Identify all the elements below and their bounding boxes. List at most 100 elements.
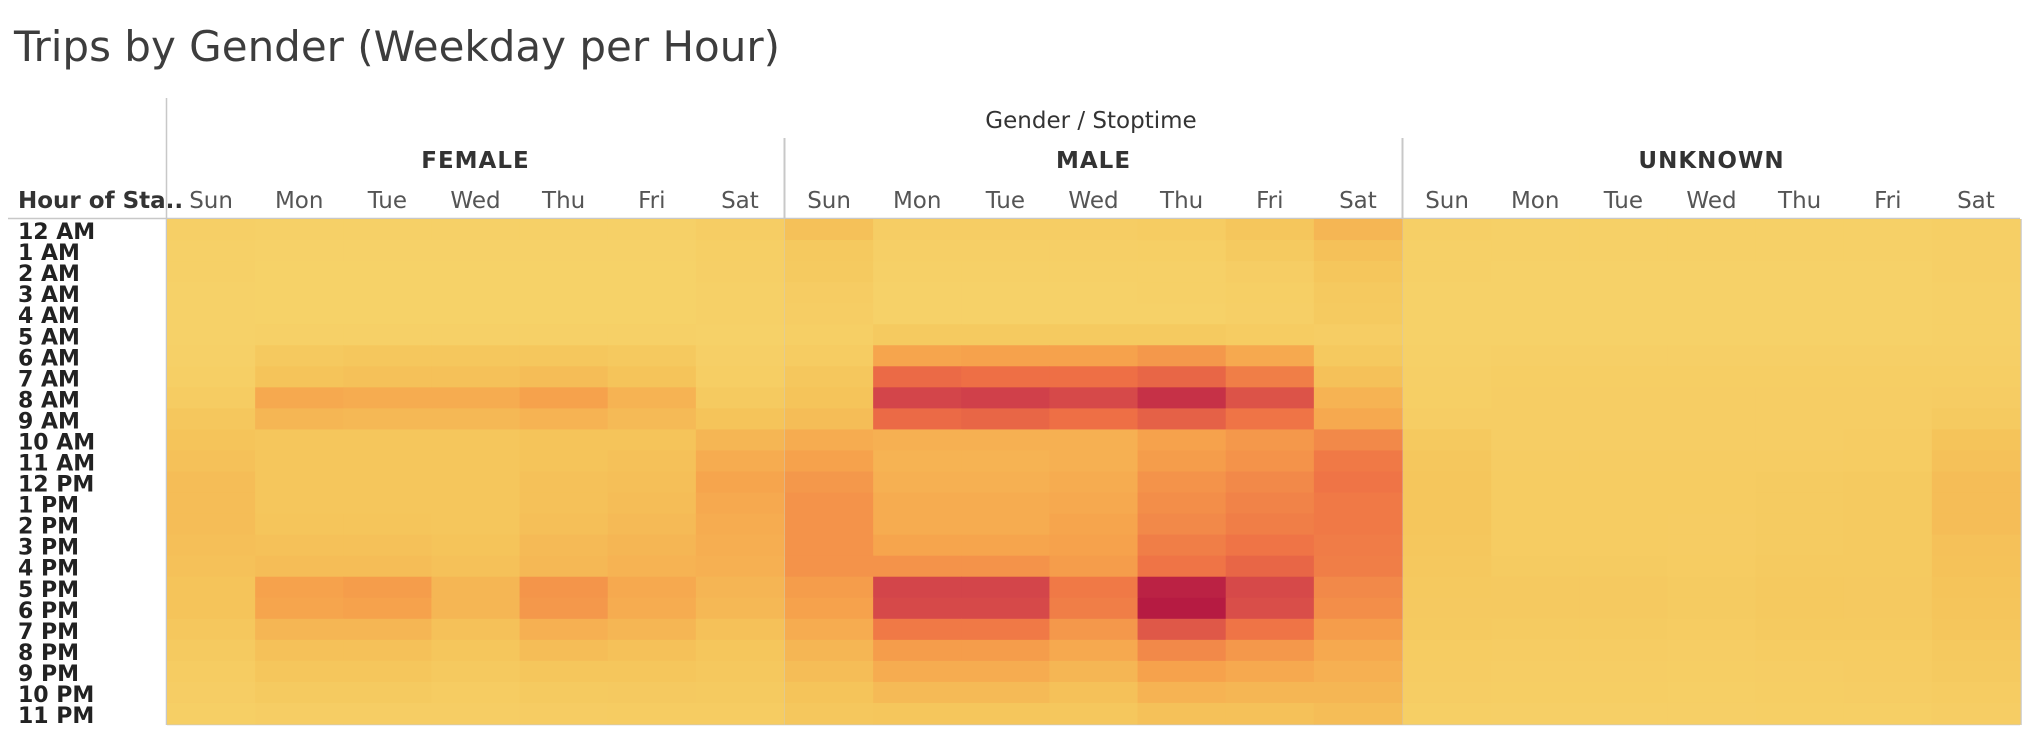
heatmap-cell [1843,387,1933,409]
heatmap-cell [167,702,256,725]
heatmap-cell [1403,534,1492,557]
heatmap-cell [431,282,521,304]
heatmap-cell [343,597,433,620]
heatmap-cell [255,450,344,473]
heatmap-cell [255,618,344,641]
heatmap-cell [1313,240,1403,262]
heatmap-cell [519,639,609,662]
heatmap-cell [785,618,874,641]
heatmap-cell [695,408,785,431]
heatmap-cell [519,429,609,452]
heatmap-cell [1403,366,1492,388]
heatmap-cell [961,555,1051,578]
heatmap-cell [1225,639,1315,662]
heatmap-cells [167,219,2021,725]
heatmap-cell [1843,681,1933,704]
heatmap-cell [1931,576,2021,599]
heatmap-cell [607,450,697,473]
column-header: Gender / Stoptime [985,108,1196,134]
hour-label: 9 AM [18,409,80,434]
heatmap-cell [431,513,521,536]
heatmap-cell [1491,429,1580,452]
heatmap-cell [1313,555,1403,578]
heatmap-cell [1931,450,2021,473]
heatmap-cell [1931,219,2021,241]
heatmap-cell [695,702,785,725]
heatmap-cell [1931,618,2021,641]
day-label: Thu [541,188,585,214]
heatmap-cell [1049,639,1139,662]
heatmap-cell [961,282,1051,304]
heatmap-cell [167,282,256,304]
heatmap-cell [873,366,962,388]
heatmap-cell [343,345,433,367]
heatmap-cell [1403,450,1492,473]
heatmap-cell [1579,471,1669,494]
heatmap-cell [873,471,962,494]
heatmap-cell [1049,681,1139,704]
heatmap-cell [1137,534,1227,557]
heatmap-cell [255,282,344,304]
heatmap-cell [1667,303,1757,325]
heatmap-cell [1755,387,1845,409]
heatmap-cell [1049,492,1139,515]
heatmap-cell [1313,366,1403,388]
heatmap-cell [1843,618,1933,641]
heatmap-cell [519,282,609,304]
heatmap-cell [343,240,433,262]
heatmap-cell [1579,492,1669,515]
heatmap-cell [1491,345,1580,367]
heatmap-cell [1667,429,1757,452]
heatmap-cell [1491,576,1580,599]
heatmap-cell [1313,639,1403,662]
heatmap-cell [431,345,521,367]
heatmap-cell [1049,408,1139,431]
heatmap-cell [343,555,433,578]
heatmap-cell [1579,555,1669,578]
heatmap-cell [431,492,521,515]
day-label: Wed [450,188,500,214]
heatmap-cell [1491,597,1580,620]
hour-label: 3 AM [18,283,80,308]
heatmap-cell [167,345,256,367]
heatmap-cell [1491,639,1580,662]
heatmap-cell [1313,450,1403,473]
heatmap-cell [1667,555,1757,578]
heatmap-cell [167,639,256,662]
heatmap-cell [1137,261,1227,283]
heatmap-cell [785,513,874,536]
heatmap-cell [1755,513,1845,536]
hour-label: 12 PM [18,473,94,498]
heatmap-cell [961,492,1051,515]
heatmap-cell [343,576,433,599]
heatmap-cell [1225,492,1315,515]
heatmap-cell [1403,429,1492,452]
heatmap-cell [255,492,344,515]
heatmap-cell [1491,240,1580,262]
heatmap-cell [1667,345,1757,367]
heatmap-cell [343,471,433,494]
heatmap-cell [343,324,433,346]
heatmap-cell [255,471,344,494]
heatmap-cell [1931,471,2021,494]
heatmap-cell [1579,261,1669,283]
heatmap-cell [1313,618,1403,641]
heatmap-cell [1049,261,1139,283]
heatmap-cell [873,261,962,283]
heatmap-cell [1843,429,1933,452]
heatmap-cell [1667,387,1757,409]
heatmap-cell [1579,534,1669,557]
heatmap-cell [1931,702,2021,725]
heatmap-cell [785,576,874,599]
heatmap-cell [873,513,962,536]
heatmap-cell [1403,555,1492,578]
heatmap-cell [695,555,785,578]
heatmap-cell [1225,660,1315,683]
heatmap-cell [1491,681,1580,704]
heatmap-cell [873,240,962,262]
heatmap-cell [1049,618,1139,641]
day-label: Fri [638,188,665,214]
heatmap-cell [1225,597,1315,620]
heatmap-cell [1491,534,1580,557]
heatmap-cell [1755,576,1845,599]
